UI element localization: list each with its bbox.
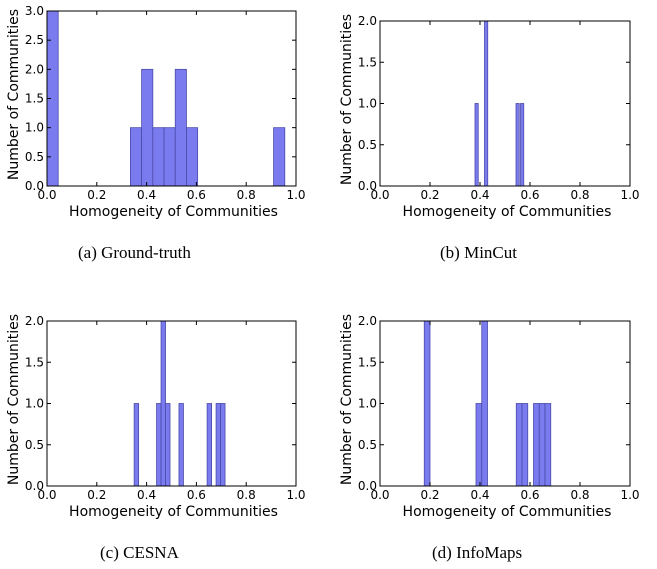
histogram-bar <box>520 103 525 187</box>
y-tick-label: 0.5 <box>358 438 377 452</box>
histogram-bar <box>206 403 212 487</box>
caption-infomaps: (d) InfoMaps <box>432 543 523 562</box>
x-tick-label: 0.8 <box>237 188 256 202</box>
plot-frame <box>379 320 631 487</box>
y-tick-label: 0.0 <box>358 179 377 193</box>
x-tick-label: 0.0 <box>37 488 56 502</box>
y-tick-label: 1.5 <box>358 55 377 69</box>
x-axis-label: Homogeneity of Communities <box>403 204 612 220</box>
histogram-bar <box>515 103 520 187</box>
chart-panel-d: 0.0 0.2 0.4 0.6 0.8 1.0 0.0 0.5 1.0 1.5 2.0 Homogen… <box>330 300 657 530</box>
y-tick-label: 1.5 <box>358 355 377 369</box>
histogram-bar <box>165 403 171 487</box>
x-tick-label: 0.8 <box>237 488 256 502</box>
y-tick-label: 2.0 <box>358 14 377 28</box>
x-tick-label: 0.2 <box>420 188 439 202</box>
x-axis-label: Homogeneity of Communities <box>69 504 278 520</box>
caption-ground-truth: (a) Ground-truth <box>78 243 191 262</box>
x-tick-label: 0.4 <box>470 488 489 502</box>
histogram-bar <box>156 403 162 487</box>
x-tick-label: 0.8 <box>570 488 589 502</box>
y-tick-label: 0.0 <box>358 479 377 493</box>
histogram-bar <box>544 403 552 487</box>
histogram-bar <box>273 127 286 187</box>
x-tick-label: 0.6 <box>187 188 206 202</box>
x-tick-label: 0.8 <box>570 188 589 202</box>
y-tick-label: 1.5 <box>25 92 44 106</box>
y-axis-label: Number of Communities <box>339 314 355 485</box>
x-tick-label: 1.0 <box>620 188 639 202</box>
histogram-bar <box>174 68 187 187</box>
histogram-bar <box>533 403 540 487</box>
y-tick-label: 3.0 <box>25 4 44 18</box>
histogram-bar <box>130 127 143 187</box>
histogram-bar <box>160 320 166 487</box>
x-tick-label: 0.4 <box>137 488 156 502</box>
plot-frame <box>379 20 631 187</box>
x-axis-label: Homogeneity of Communities <box>69 204 278 220</box>
x-tick-label: 0.4 <box>137 188 156 202</box>
histogram-chart-mincut: 0.0 0.2 0.4 0.6 0.8 1.0 0.0 0.5 1.0 1.5 2.0 Homogen… <box>339 14 640 220</box>
y-tick-label: 2.0 <box>25 314 44 328</box>
histogram-bar <box>133 403 140 487</box>
histogram-bar <box>163 127 176 187</box>
x-tick-label: 0.6 <box>187 488 206 502</box>
chart-panel-a: 0.0 0.2 0.4 0.6 0.8 1.0 0.0 0.5 1.0 1.5 2.0 2.5 3.0 H… <box>0 0 330 230</box>
histogram-bar <box>538 403 546 487</box>
y-tick-label: 1.5 <box>25 355 44 369</box>
histogram-bar <box>220 403 226 487</box>
histogram-bar <box>521 403 529 487</box>
y-tick-label: 1.0 <box>358 97 377 111</box>
caption-cesna: (c) CESNA <box>100 543 179 562</box>
histogram-chart-cesna: 0.0 0.2 0.4 0.6 0.8 1.0 0.0 0.5 1.0 1.5 2.0 Homogen… <box>6 314 306 520</box>
histogram-bar <box>481 320 488 487</box>
histogram-bar <box>423 320 431 487</box>
x-tick-label: 0.2 <box>420 488 439 502</box>
y-axis-label: Number of Communities <box>339 14 355 185</box>
y-tick-label: 2.0 <box>25 62 44 76</box>
x-tick-label: 0.4 <box>470 188 489 202</box>
chart-panel-c: 0.0 0.2 0.4 0.6 0.8 1.0 0.0 0.5 1.0 1.5 2.0 Homogen… <box>0 300 330 530</box>
y-tick-label: 2.0 <box>358 314 377 328</box>
histogram-bar <box>215 403 221 487</box>
y-tick-label: 0.5 <box>25 438 44 452</box>
y-tick-label: 0.5 <box>358 138 377 152</box>
x-tick-label: 0.6 <box>520 488 539 502</box>
x-tick-label: 0.0 <box>37 188 56 202</box>
y-tick-label: 0.0 <box>25 179 44 193</box>
x-axis-label: Homogeneity of Communities <box>403 504 612 520</box>
histogram-bar <box>475 403 483 487</box>
histogram-bar <box>178 403 184 487</box>
caption-mincut: (b) MinCut <box>440 243 517 262</box>
y-tick-label: 0.5 <box>25 150 44 164</box>
x-tick-label: 0.0 <box>370 488 389 502</box>
x-tick-label: 1.0 <box>620 488 639 502</box>
x-tick-label: 1.0 <box>286 188 305 202</box>
chart-panel-b: 0.0 0.2 0.4 0.6 0.8 1.0 0.0 0.5 1.0 1.5 2.0 Homogen… <box>330 0 657 230</box>
y-tick-label: 1.0 <box>358 397 377 411</box>
histogram-bar <box>141 68 154 187</box>
y-tick-label: 1.0 <box>25 397 44 411</box>
histogram-bar <box>186 127 199 187</box>
y-tick-label: 1.0 <box>25 121 44 135</box>
histogram-bar <box>152 127 165 187</box>
histogram-chart-infomaps: 0.0 0.2 0.4 0.6 0.8 1.0 0.0 0.5 1.0 1.5 2.0 Homogen… <box>339 314 640 520</box>
histogram-bar <box>474 103 479 187</box>
histogram-chart-ground-truth: 0.0 0.2 0.4 0.6 0.8 1.0 0.0 0.5 1.0 1.5 2.0 2.5 3.0 H… <box>6 4 306 220</box>
plot-frame <box>46 320 297 487</box>
histogram-bar <box>484 20 489 187</box>
x-tick-label: 0.2 <box>87 188 106 202</box>
y-tick-label: 0.0 <box>25 479 44 493</box>
x-tick-label: 0.0 <box>370 188 389 202</box>
x-tick-label: 1.0 <box>286 488 305 502</box>
y-axis-label: Number of Communities <box>6 314 22 485</box>
x-tick-label: 0.2 <box>87 488 106 502</box>
y-tick-label: 2.5 <box>25 33 44 47</box>
histogram-bar <box>515 403 523 487</box>
x-tick-label: 0.6 <box>520 188 539 202</box>
y-axis-label: Number of Communities <box>6 9 22 180</box>
